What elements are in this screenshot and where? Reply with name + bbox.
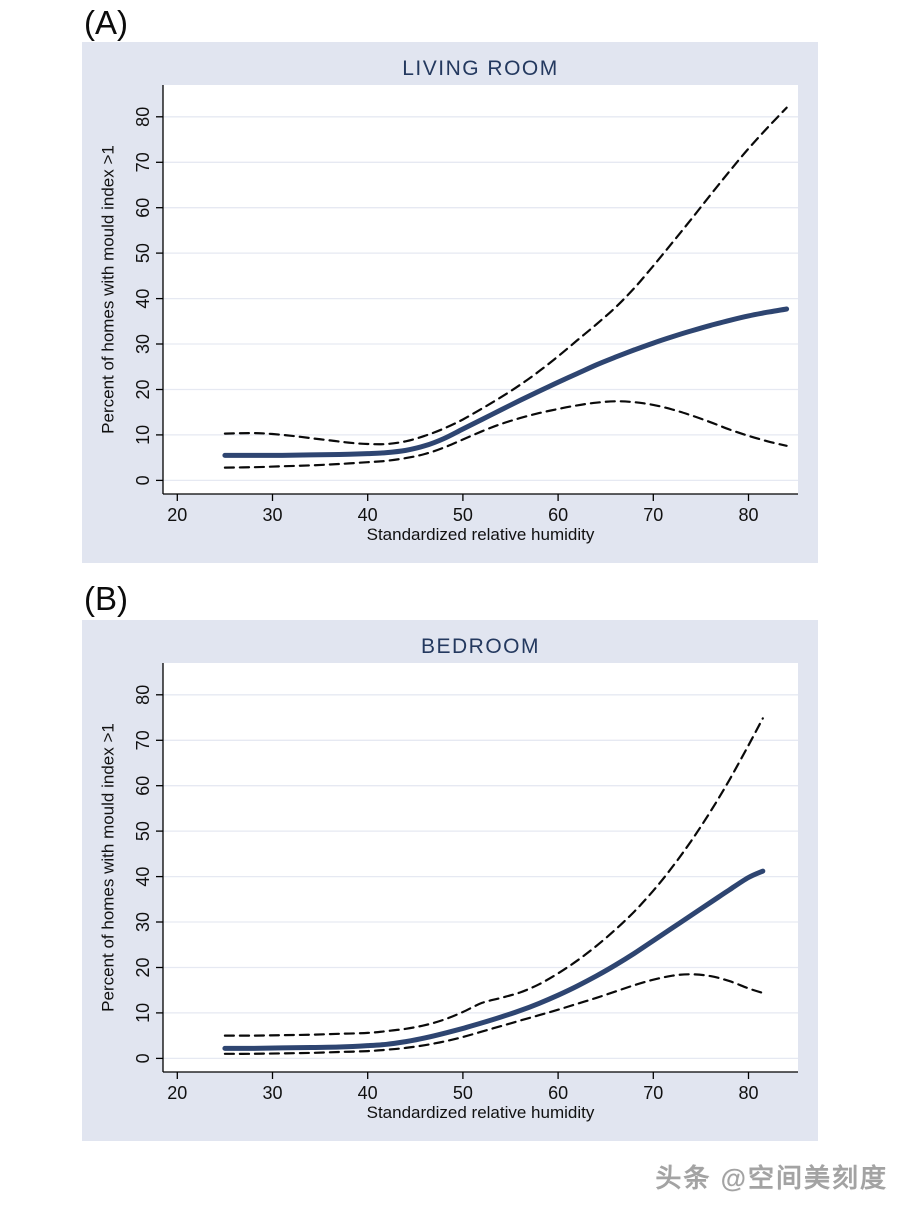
y-tick-label-50: 50 <box>133 243 153 263</box>
y-tick-label-70: 70 <box>133 730 153 750</box>
bedroom-panel: BEDROOM 0 10 20 30 40 50 60 70 80 20 30 40 50 60 70 80 St… <box>82 620 818 1141</box>
panel-b-label: (B) <box>84 580 128 617</box>
plot-area <box>163 85 798 494</box>
bedroom-chart-svg: BEDROOM 0 10 20 30 40 50 60 70 80 20 30 40 50 60 70 80 St… <box>82 620 818 1141</box>
x-tick-label-60: 60 <box>548 505 568 525</box>
x-tick-label-80: 80 <box>738 1083 758 1103</box>
y-tick-label-10: 10 <box>133 425 153 445</box>
chart-title: LIVING ROOM <box>402 57 559 80</box>
y-tick-label-70: 70 <box>133 152 153 172</box>
x-tick-label-20: 20 <box>167 505 187 525</box>
x-tick-label-20: 20 <box>167 1083 187 1103</box>
y-tick-label-60: 60 <box>133 776 153 796</box>
y-axis-title: Percent of homes with mould index >1 <box>99 723 118 1012</box>
x-tick-label-30: 30 <box>262 505 282 525</box>
x-tick-label-40: 40 <box>358 505 378 525</box>
x-tick-label-70: 70 <box>643 1083 663 1103</box>
series-upper-confidence-dashed <box>223 717 764 1037</box>
y-axis-title: Percent of homes with mould index >1 <box>99 145 118 434</box>
series-fitted-line <box>222 306 790 458</box>
watermark: 头条 @空间美刻度 <box>655 1163 888 1193</box>
y-tick-label-40: 40 <box>133 867 153 887</box>
y-tick-label-40: 40 <box>133 289 153 309</box>
living-room-panel: LIVING ROOM 0 10 20 30 40 50 60 70 80 20 30 40 50 60 70… <box>82 42 818 563</box>
x-tick-label-80: 80 <box>738 505 758 525</box>
x-tick-label-30: 30 <box>262 1083 282 1103</box>
y-tick-label-60: 60 <box>133 198 153 218</box>
y-tick-label-20: 20 <box>133 957 153 977</box>
series-lower-confidence-dashed <box>223 973 764 1055</box>
x-tick-label-70: 70 <box>643 505 663 525</box>
y-tick-label-80: 80 <box>133 685 153 705</box>
x-tick-label-40: 40 <box>358 1083 378 1103</box>
series-fitted-line <box>222 868 766 1051</box>
y-tick-label-80: 80 <box>133 107 153 127</box>
living-room-chart-svg: LIVING ROOM 0 10 20 30 40 50 60 70 80 20 30 40 50 60 70… <box>82 42 818 563</box>
x-tick-label-50: 50 <box>453 505 473 525</box>
y-tick-label-50: 50 <box>133 821 153 841</box>
y-tick-label-0: 0 <box>133 1053 153 1063</box>
chart-title: BEDROOM <box>421 635 540 658</box>
y-tick-label-20: 20 <box>133 379 153 399</box>
plot-area <box>163 663 798 1072</box>
y-tick-label-30: 30 <box>133 912 153 932</box>
x-tick-label-60: 60 <box>548 1083 568 1103</box>
x-tick-label-50: 50 <box>453 1083 473 1103</box>
x-axis-title: Standardized relative humidity <box>367 1103 595 1122</box>
y-tick-label-30: 30 <box>133 334 153 354</box>
y-tick-label-10: 10 <box>133 1003 153 1023</box>
y-tick-label-0: 0 <box>133 475 153 485</box>
x-axis-title: Standardized relative humidity <box>367 525 595 544</box>
series-lower-confidence-dashed <box>223 400 788 469</box>
panel-a-label: (A) <box>84 4 128 41</box>
